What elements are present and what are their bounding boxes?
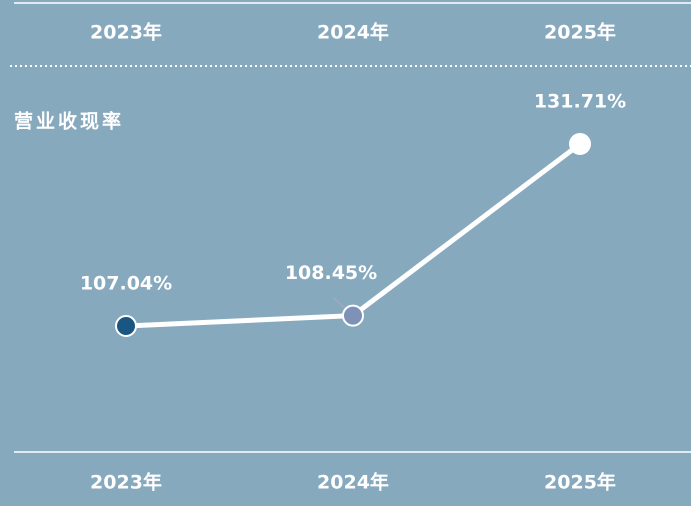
x-tick-label: 2023年 (90, 471, 162, 494)
line (125, 142, 582, 329)
point (342, 304, 364, 327)
x-tick-label-top: 2025年 (544, 21, 616, 44)
x-tick-label-top: 2023年 (90, 21, 162, 44)
value-label: 131.71% (534, 91, 626, 113)
x-tick-label-top: 2024年 (317, 21, 389, 44)
point (569, 133, 591, 155)
point (115, 315, 137, 337)
x-tick-label: 2025年 (544, 471, 616, 494)
value-label: 108.45% (285, 262, 377, 284)
x-tick-label: 2024年 (317, 471, 389, 494)
chart-title: 营业收现率 (14, 110, 124, 133)
value-label: 107.04% (80, 273, 172, 295)
